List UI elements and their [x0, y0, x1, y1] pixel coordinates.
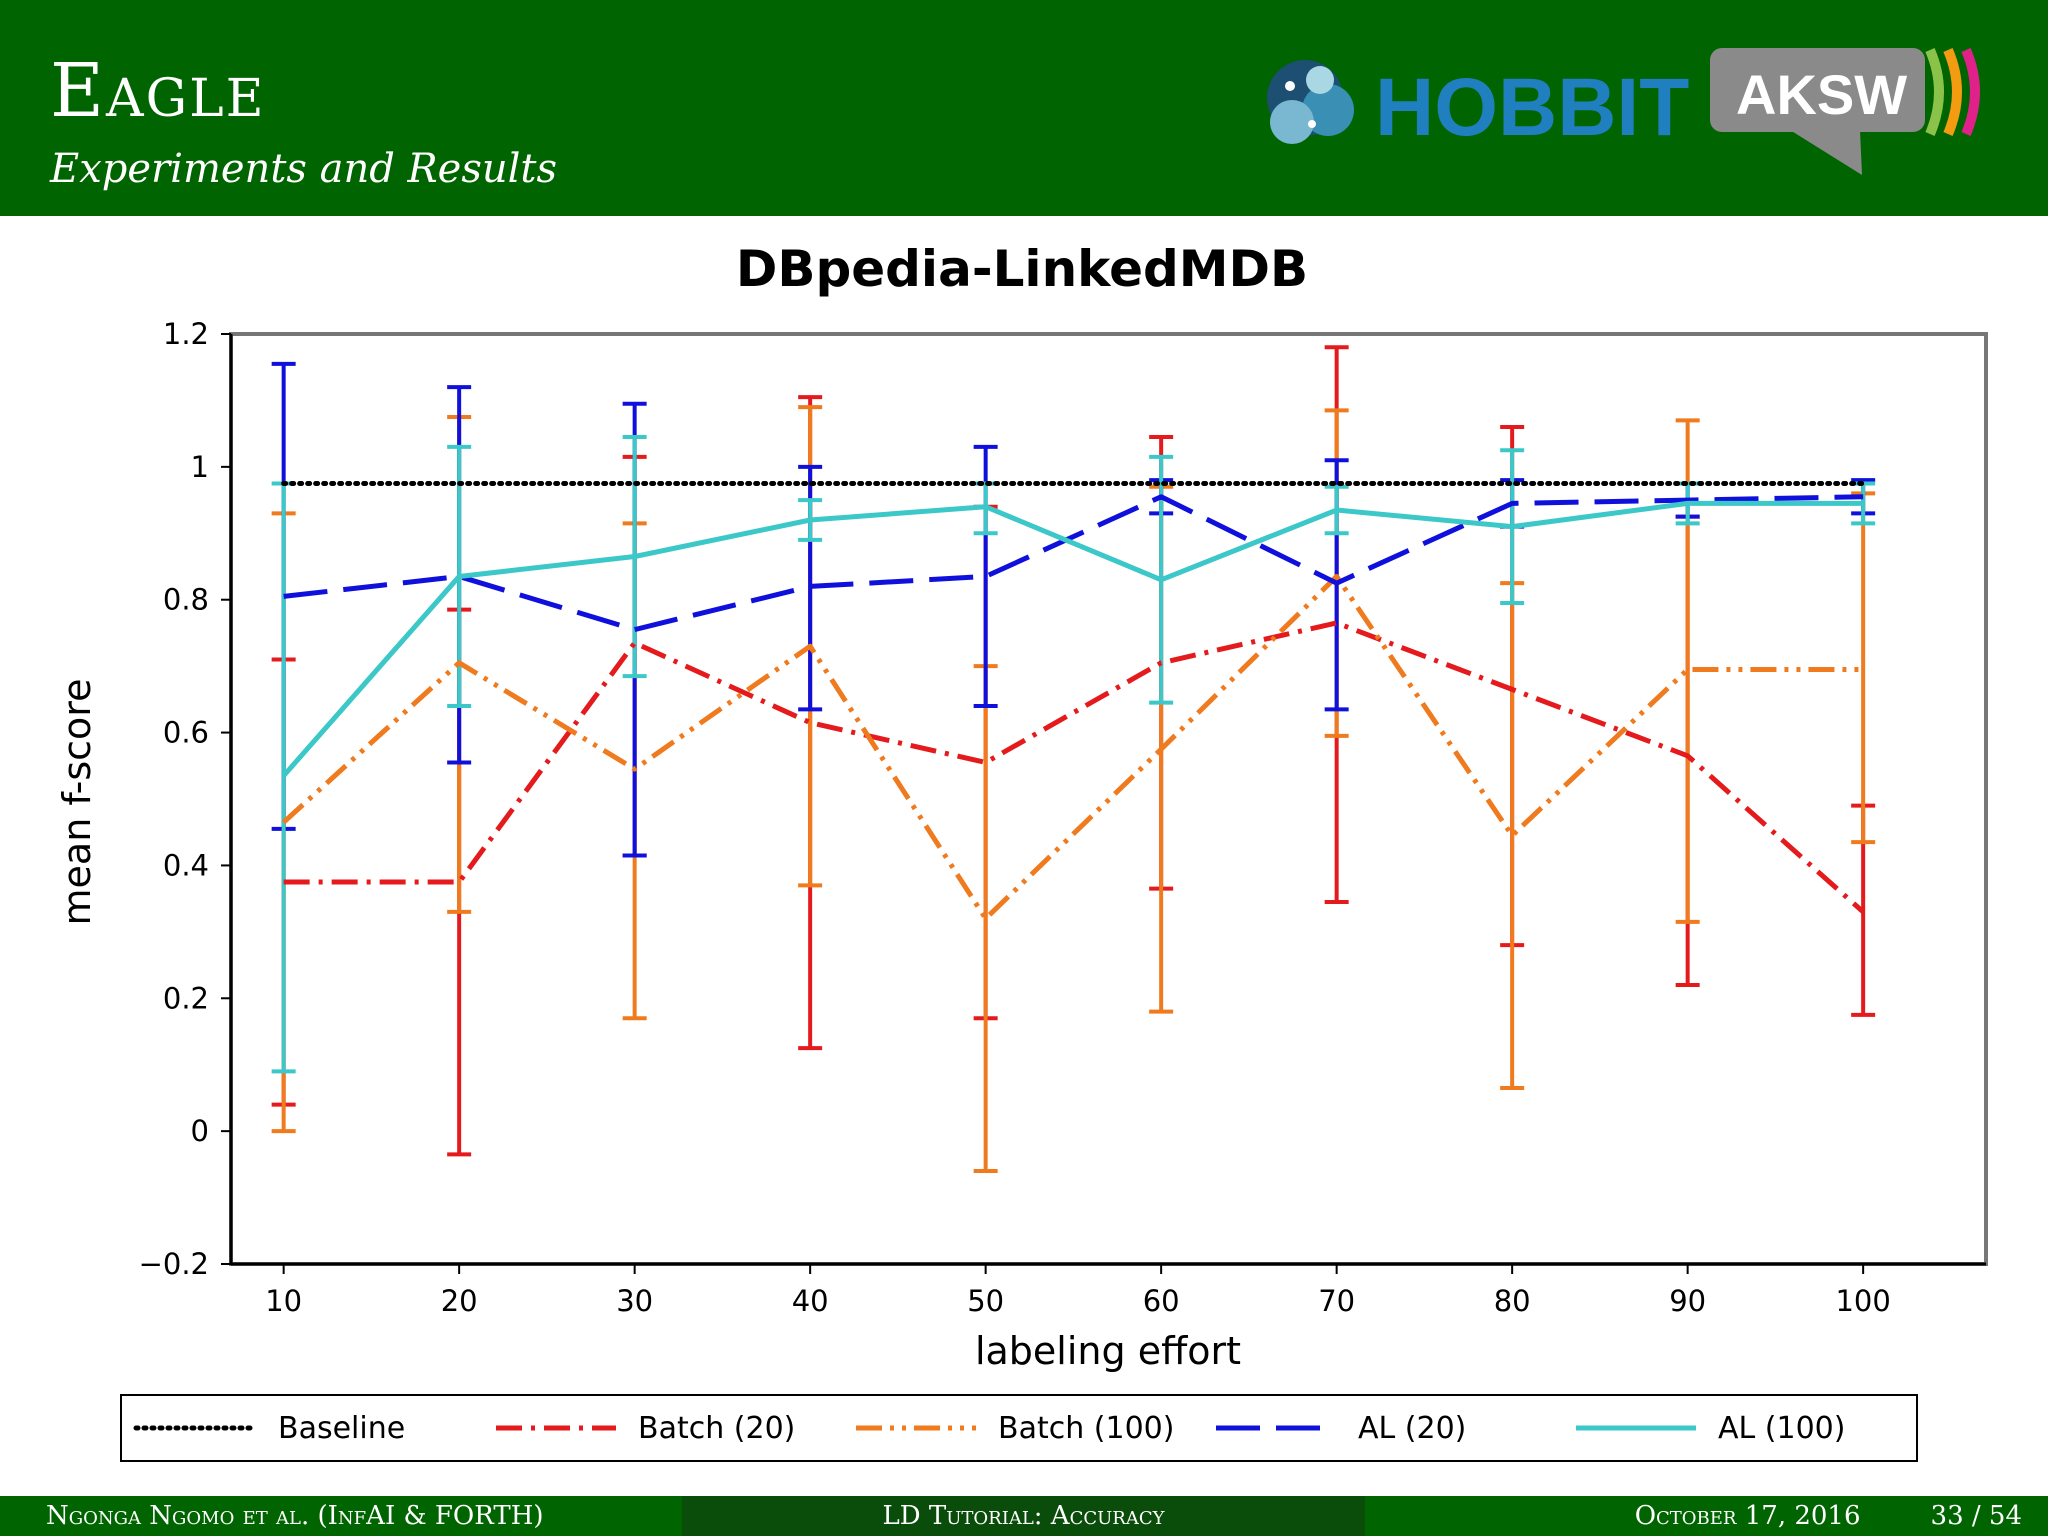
hobbit-wordmark: HOBBIT	[1375, 62, 1689, 153]
footer-authors: Ngonga Ngomo et al. (InfAI & FORTH)	[46, 1501, 544, 1531]
y-tick-label: 0.2	[163, 981, 209, 1015]
legend: Baseline Batch (20) Batch (100) AL (20) AL (…	[120, 1394, 1918, 1462]
y-tick-label: 0.4	[163, 848, 209, 882]
x-tick-label: 10	[265, 1284, 302, 1318]
hobbit-logo: HOBBIT	[1267, 60, 1689, 153]
slide-header: Eagle Experiments and Results HOBBIT AKS…	[0, 0, 2048, 216]
footer-date: October 17, 2016	[1634, 1501, 1861, 1531]
aksw-logo: AKSW	[1710, 48, 1980, 175]
y-tick-label: 0.8	[163, 583, 209, 617]
legend-label-al-100: AL (100)	[1718, 1411, 1845, 1446]
legend-label-al-20: AL (20)	[1358, 1411, 1466, 1446]
y-tick-label: 0.6	[163, 716, 209, 750]
legend-label-batch-100: Batch (100)	[998, 1411, 1174, 1446]
footer-page-number: 33 / 54	[1930, 1501, 2022, 1531]
chart-title: DBpedia-LinkedMDB	[736, 240, 1308, 298]
x-tick-label: 90	[1669, 1284, 1706, 1318]
x-tick-label: 30	[616, 1284, 653, 1318]
y-tick-label: 1	[191, 450, 209, 484]
slide-footer: Ngonga Ngomo et al. (InfAI & FORTH) LD T…	[0, 1496, 2048, 1536]
legend-label-batch-20: Batch (20)	[638, 1411, 795, 1446]
x-tick-label: 20	[441, 1284, 478, 1318]
x-tick-label: 70	[1318, 1284, 1355, 1318]
series-line-batch-20	[283, 620, 1865, 914]
series-line-al-100	[281, 500, 1864, 778]
y-tick-label: −0.2	[139, 1247, 209, 1281]
y-axis-label: mean f-score	[55, 679, 99, 926]
footer-talk-cell: LD Tutorial: Accuracy	[682, 1496, 1365, 1536]
footer-meta-cell: October 17, 2016 33 / 54	[1365, 1496, 2048, 1536]
slide-subtitle: Experiments and Results	[50, 146, 558, 192]
x-axis-label: labeling effort	[975, 1329, 1241, 1373]
x-tick-label: 100	[1835, 1284, 1890, 1318]
y-tick-label: 0	[191, 1114, 209, 1148]
chart: DBpedia-LinkedMDB labeling effort mean f…	[55, 240, 1988, 1462]
x-tick-label: 60	[1143, 1284, 1180, 1318]
series-line-batch-100	[281, 573, 1864, 922]
plot-layer: −0.2 0 0.2 0.4 0.6 0.8 1 1.2 10 20 30 40 50 60 70 80 90 1…	[139, 317, 1988, 1318]
chart-area: DBpedia-LinkedMDB labeling effort mean f…	[0, 216, 2048, 1496]
x-tick-label: 50	[967, 1284, 1004, 1318]
logo-group: HOBBIT AKSW	[1267, 48, 1980, 175]
aksw-wordmark: AKSW	[1736, 63, 1907, 126]
series-line-al-20	[283, 494, 1864, 633]
slide-title: Eagle	[50, 48, 266, 134]
x-tick-label: 80	[1494, 1284, 1531, 1318]
y-tick-label: 1.2	[163, 317, 209, 351]
footer-talk-title: LD Tutorial: Accuracy	[882, 1501, 1165, 1531]
legend-label-baseline: Baseline	[278, 1411, 405, 1446]
footer-authors-cell: Ngonga Ngomo et al. (InfAI & FORTH)	[0, 1496, 682, 1536]
x-tick-label: 40	[792, 1284, 829, 1318]
